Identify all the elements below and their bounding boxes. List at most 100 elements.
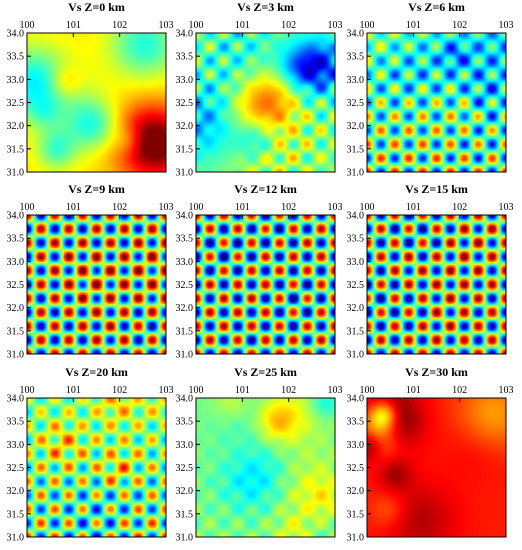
y-tick-label: 33.0: [347, 257, 365, 268]
x-tick-label: 100: [189, 20, 204, 31]
y-tick-label: 32.5: [347, 280, 365, 291]
velocity-heatmap: [367, 33, 506, 172]
x-tick-label: 102: [452, 20, 467, 31]
y-tick-label: 31.5: [176, 326, 194, 337]
x-tick-label: 103: [159, 385, 174, 396]
y-tick-label: 34.0: [176, 394, 194, 405]
x-tick-label: 103: [499, 202, 514, 213]
y-tick-label: 32.5: [347, 463, 365, 474]
y-tick-label: 32.0: [7, 121, 25, 132]
y-tick-label: 31.5: [347, 509, 365, 520]
y-tick-label: 34.0: [347, 211, 365, 222]
y-tick-label: 33.0: [347, 440, 365, 451]
y-tick-label: 33.5: [7, 417, 25, 428]
y-tick-label: 31.0: [176, 533, 194, 544]
panel-title: Vs Z=9 km: [68, 182, 125, 196]
velocity-heatmap: [367, 215, 506, 354]
panel-title: Vs Z=3 km: [237, 0, 294, 14]
panel-title: Vs Z=25 km: [234, 365, 297, 379]
velocity-heatmap: [27, 215, 166, 354]
map-panel: Vs Z=12 km 100 101 102 103 34.0 33.5 33.0 32.5 32…: [176, 182, 343, 361]
x-tick-label: 103: [159, 20, 174, 31]
y-tick-label: 31.0: [7, 350, 25, 361]
x-tick-label: 102: [112, 20, 127, 31]
y-tick-label: 34.0: [176, 211, 194, 222]
y-tick-label: 31.5: [347, 326, 365, 337]
x-tick-label: 102: [281, 385, 296, 396]
velocity-heatmap: [27, 33, 166, 172]
y-tick-label: 32.5: [347, 98, 365, 109]
velocity-heatmap: [196, 398, 335, 537]
x-tick-label: 103: [159, 202, 174, 213]
y-tick-label: 31.5: [176, 144, 194, 155]
map-panel: Vs Z=15 km 100 101 102 103 34.0 33.5 33.0 32.5 32…: [347, 182, 514, 361]
x-tick-label: 101: [66, 202, 81, 213]
map-panel: Vs Z=30 km 100 101 102 103 34.0 33.5 33.0 32.5 32…: [347, 365, 514, 544]
x-tick-label: 100: [360, 385, 375, 396]
y-tick-label: 32.0: [347, 303, 365, 314]
y-tick-label: 31.0: [347, 168, 365, 179]
x-tick-label: 100: [360, 202, 375, 213]
x-tick-label: 103: [499, 385, 514, 396]
y-tick-label: 32.0: [7, 303, 25, 314]
y-tick-label: 34.0: [176, 29, 194, 40]
x-tick-label: 100: [360, 20, 375, 31]
velocity-heatmap: [367, 398, 506, 537]
panel-title: Vs Z=15 km: [405, 182, 468, 196]
y-tick-label: 33.0: [176, 440, 194, 451]
y-tick-label: 31.5: [176, 509, 194, 520]
x-tick-label: 101: [235, 385, 250, 396]
x-tick-label: 102: [452, 202, 467, 213]
x-tick-label: 102: [112, 385, 127, 396]
y-tick-label: 31.0: [347, 533, 365, 544]
y-tick-label: 33.5: [7, 52, 25, 63]
x-tick-label: 103: [328, 202, 343, 213]
y-tick-label: 33.0: [7, 440, 25, 451]
y-tick-label: 33.5: [347, 417, 365, 428]
map-panel: Vs Z=20 km 100 101 102 103 34.0 33.5 33.0 32.5 32…: [7, 365, 174, 544]
x-tick-label: 101: [235, 202, 250, 213]
map-panel: Vs Z=0 km 100 101 102 103 34.0 33.5 33.0 32.5 32.…: [7, 0, 174, 179]
map-panel: Vs Z=25 km 100 101 102 103 34.0 33.5 33.0 32.5 32…: [176, 365, 343, 544]
y-tick-label: 33.5: [347, 234, 365, 245]
y-tick-label: 31.0: [7, 168, 25, 179]
y-tick-label: 32.5: [7, 463, 25, 474]
y-tick-label: 31.0: [176, 168, 194, 179]
x-tick-label: 102: [112, 202, 127, 213]
panel-title: Vs Z=12 km: [234, 182, 297, 196]
x-tick-label: 100: [20, 385, 35, 396]
x-tick-label: 101: [406, 202, 421, 213]
y-tick-label: 34.0: [347, 394, 365, 405]
x-tick-label: 101: [66, 20, 81, 31]
panel-title: Vs Z=30 km: [405, 365, 468, 379]
y-tick-label: 33.0: [176, 75, 194, 86]
panel-title: Vs Z=6 km: [408, 0, 465, 14]
y-tick-label: 33.5: [176, 52, 194, 63]
y-tick-label: 33.0: [347, 75, 365, 86]
x-tick-label: 100: [20, 202, 35, 213]
x-tick-label: 101: [406, 20, 421, 31]
x-tick-label: 100: [189, 202, 204, 213]
y-tick-label: 34.0: [7, 211, 25, 222]
panel-title: Vs Z=20 km: [65, 365, 128, 379]
y-tick-label: 33.0: [7, 75, 25, 86]
y-tick-label: 32.5: [176, 463, 194, 474]
map-panel: Vs Z=3 km 100 101 102 103 34.0 33.5 33.0 32.5 32.…: [176, 0, 343, 179]
y-tick-label: 33.0: [176, 257, 194, 268]
y-tick-label: 31.5: [7, 326, 25, 337]
panel-title: Vs Z=0 km: [68, 0, 125, 14]
map-panel: Vs Z=6 km 100 101 102 103 34.0 33.5 33.0 32.5 32.…: [347, 0, 514, 179]
y-tick-label: 32.0: [176, 303, 194, 314]
y-tick-label: 32.5: [7, 280, 25, 291]
y-tick-label: 33.5: [347, 52, 365, 63]
x-tick-label: 103: [328, 20, 343, 31]
velocity-heatmap: [196, 33, 335, 172]
y-tick-label: 32.0: [176, 121, 194, 132]
y-tick-label: 31.5: [347, 144, 365, 155]
x-tick-label: 101: [235, 20, 250, 31]
y-tick-label: 31.5: [7, 509, 25, 520]
x-tick-label: 103: [328, 385, 343, 396]
y-tick-label: 32.0: [7, 486, 25, 497]
y-tick-label: 34.0: [7, 394, 25, 405]
y-tick-label: 31.0: [7, 533, 25, 544]
